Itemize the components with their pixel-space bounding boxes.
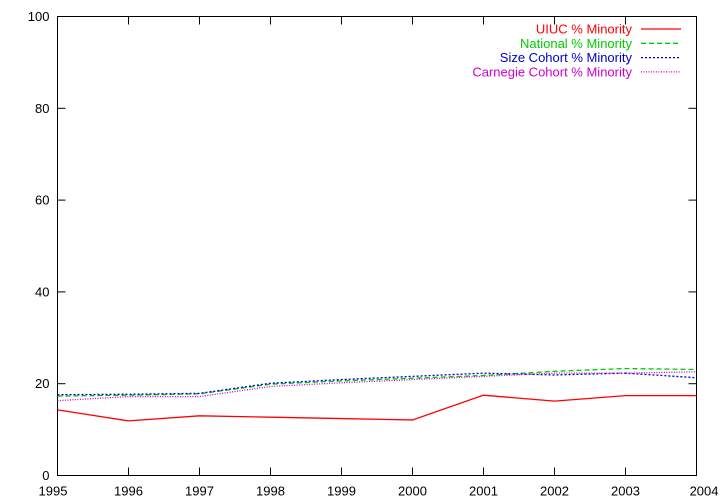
y-tick-label: 80 xyxy=(35,101,49,116)
x-tick-label: 2004 xyxy=(690,484,719,499)
plot-frame xyxy=(57,16,697,476)
legend-label: UIUC % Minority xyxy=(536,22,633,37)
x-tick-label: 1995 xyxy=(39,484,68,499)
x-tick-label: 1998 xyxy=(256,484,285,499)
y-tick-label: 100 xyxy=(28,9,50,24)
series-line-1 xyxy=(57,394,697,422)
series-lines xyxy=(57,367,697,422)
axis-ticks: 0 20 40 60 80 100 1995 1996 1997 1998 1999 2000 2001… xyxy=(28,9,719,499)
y-tick-label: 60 xyxy=(35,193,49,208)
series-line-2 xyxy=(57,367,697,397)
legend-label: Carnegie Cohort % Minority xyxy=(472,64,632,79)
y-tick-label: 40 xyxy=(35,284,49,299)
x-tick-label: 1999 xyxy=(327,484,356,499)
legend-label: National % Minority xyxy=(520,36,632,51)
x-tick-label: 2002 xyxy=(540,484,569,499)
y-tick-label: 0 xyxy=(42,468,49,483)
series-line-3 xyxy=(57,372,697,396)
x-tick-label: 1997 xyxy=(185,484,214,499)
x-tick-label: 2001 xyxy=(469,484,498,499)
series-line-4 xyxy=(57,371,697,402)
y-tick-label: 20 xyxy=(35,376,49,391)
x-tick-label: 1996 xyxy=(114,484,143,499)
x-tick-label: 2000 xyxy=(398,484,427,499)
legend-label: Size Cohort % Minority xyxy=(500,50,633,65)
x-tick-label: 2003 xyxy=(611,484,640,499)
